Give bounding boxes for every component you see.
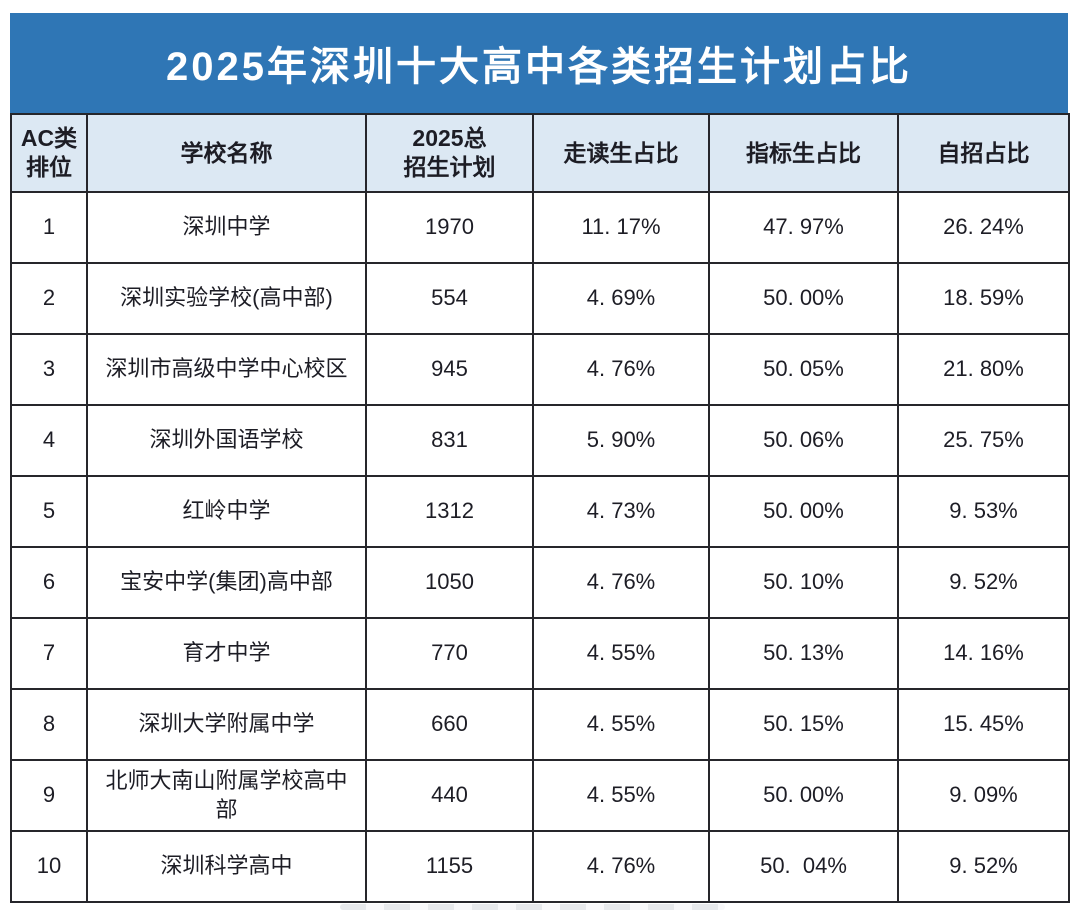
index-student-pct-cell: 50. 10% [708, 546, 899, 619]
total-plan-cell: 440 [365, 759, 534, 832]
index-student-pct-cell: 47. 97% [708, 191, 899, 264]
day-student-pct-cell: 4. 73% [532, 475, 710, 548]
school-name-cell: 深圳中学 [86, 191, 367, 264]
table-row: 9 北师大南山附属学校高中部 440 4. 55% 50. 00% 9. 09% [10, 759, 1070, 832]
header-self-enroll-pct: 自招占比 [897, 113, 1070, 193]
table-row: 7 育才中学 770 4. 55% 50. 13% 14. 16% [10, 617, 1070, 690]
table-row: 3 深圳市高级中学中心校区 945 4. 76% 50. 05% 21. 80% [10, 333, 1070, 406]
total-plan-cell: 1312 [365, 475, 534, 548]
school-name-cell: 深圳市高级中学中心校区 [86, 333, 367, 406]
self-enroll-pct-cell: 26. 24% [897, 191, 1070, 264]
table-row: 1 深圳中学 1970 11. 17% 47. 97% 26. 24% [10, 191, 1070, 264]
day-student-pct-cell: 11. 17% [532, 191, 710, 264]
school-name-cell: 深圳外国语学校 [86, 404, 367, 477]
self-enroll-pct-cell: 15. 45% [897, 688, 1070, 761]
page-title: 2025年深圳十大高中各类招生计划占比 [166, 45, 912, 89]
total-plan-cell: 1970 [365, 191, 534, 264]
header-rank: AC类 排位 [10, 113, 88, 193]
total-plan-cell: 945 [365, 333, 534, 406]
rank-cell: 6 [10, 546, 88, 619]
day-student-pct-cell: 4. 69% [532, 262, 710, 335]
day-student-pct-cell: 4. 76% [532, 333, 710, 406]
school-name-cell: 红岭中学 [86, 475, 367, 548]
table-row: 5 红岭中学 1312 4. 73% 50. 00% 9. 53% [10, 475, 1070, 548]
day-student-pct-cell: 4. 76% [532, 546, 710, 619]
cropped-content-below-hint [340, 904, 725, 910]
header-total-plan: 2025总 招生计划 [365, 113, 534, 193]
school-name-cell: 育才中学 [86, 617, 367, 690]
self-enroll-pct-cell: 9. 52% [897, 546, 1070, 619]
index-student-pct-cell: 50. 00% [708, 759, 899, 832]
table-row: 4 深圳外国语学校 831 5. 90% 50. 06% 25. 75% [10, 404, 1070, 477]
rank-cell: 5 [10, 475, 88, 548]
rank-cell: 3 [10, 333, 88, 406]
day-student-pct-cell: 4. 76% [532, 830, 710, 903]
total-plan-cell: 831 [365, 404, 534, 477]
rank-cell: 8 [10, 688, 88, 761]
total-plan-cell: 660 [365, 688, 534, 761]
index-student-pct-cell: 50. 00% [708, 262, 899, 335]
self-enroll-pct-cell: 21. 80% [897, 333, 1070, 406]
index-student-pct-cell: 50. 15% [708, 688, 899, 761]
school-name-cell: 宝安中学(集团)高中部 [86, 546, 367, 619]
rank-cell: 1 [10, 191, 88, 264]
table-row: 2 深圳实验学校(高中部) 554 4. 69% 50. 00% 18. 59% [10, 262, 1070, 335]
rank-cell: 10 [10, 830, 88, 903]
self-enroll-pct-cell: 9. 53% [897, 475, 1070, 548]
header-school-name: 学校名称 [86, 113, 367, 193]
school-name-cell: 深圳实验学校(高中部) [86, 262, 367, 335]
header-day-student-pct: 走读生占比 [532, 113, 710, 193]
index-student-pct-cell: 50. 05% [708, 333, 899, 406]
self-enroll-pct-cell: 18. 59% [897, 262, 1070, 335]
day-student-pct-cell: 4. 55% [532, 759, 710, 832]
total-plan-cell: 770 [365, 617, 534, 690]
total-plan-cell: 1155 [365, 830, 534, 903]
rank-cell: 7 [10, 617, 88, 690]
table-row: 10 深圳科学高中 1155 4. 76% 50. 04% 9. 52% [10, 830, 1070, 903]
day-student-pct-cell: 4. 55% [532, 617, 710, 690]
table-row: 8 深圳大学附属中学 660 4. 55% 50. 15% 15. 45% [10, 688, 1070, 761]
school-name-cell: 北师大南山附属学校高中部 [86, 759, 367, 832]
header-index-student-pct: 指标生占比 [708, 113, 899, 193]
index-student-pct-cell: 50. 06% [708, 404, 899, 477]
self-enroll-pct-cell: 9. 09% [897, 759, 1070, 832]
self-enroll-pct-cell: 14. 16% [897, 617, 1070, 690]
index-student-pct-cell: 50. 13% [708, 617, 899, 690]
total-plan-cell: 1050 [365, 546, 534, 619]
rank-cell: 9 [10, 759, 88, 832]
day-student-pct-cell: 4. 55% [532, 688, 710, 761]
title-banner: 2025年深圳十大高中各类招生计划占比 [10, 13, 1068, 113]
day-student-pct-cell: 5. 90% [532, 404, 710, 477]
enrollment-table: AC类 排位 学校名称 2025总 招生计划 走读生占比 指标生占比 自招占比 … [10, 113, 1070, 903]
rank-cell: 4 [10, 404, 88, 477]
index-student-pct-cell: 50. 04% [708, 830, 899, 903]
rank-cell: 2 [10, 262, 88, 335]
school-name-cell: 深圳科学高中 [86, 830, 367, 903]
index-student-pct-cell: 50. 00% [708, 475, 899, 548]
table-row: 6 宝安中学(集团)高中部 1050 4. 76% 50. 10% 9. 52% [10, 546, 1070, 619]
total-plan-cell: 554 [365, 262, 534, 335]
table-header-row: AC类 排位 学校名称 2025总 招生计划 走读生占比 指标生占比 自招占比 [10, 113, 1070, 193]
self-enroll-pct-cell: 25. 75% [897, 404, 1070, 477]
school-name-cell: 深圳大学附属中学 [86, 688, 367, 761]
self-enroll-pct-cell: 9. 52% [897, 830, 1070, 903]
